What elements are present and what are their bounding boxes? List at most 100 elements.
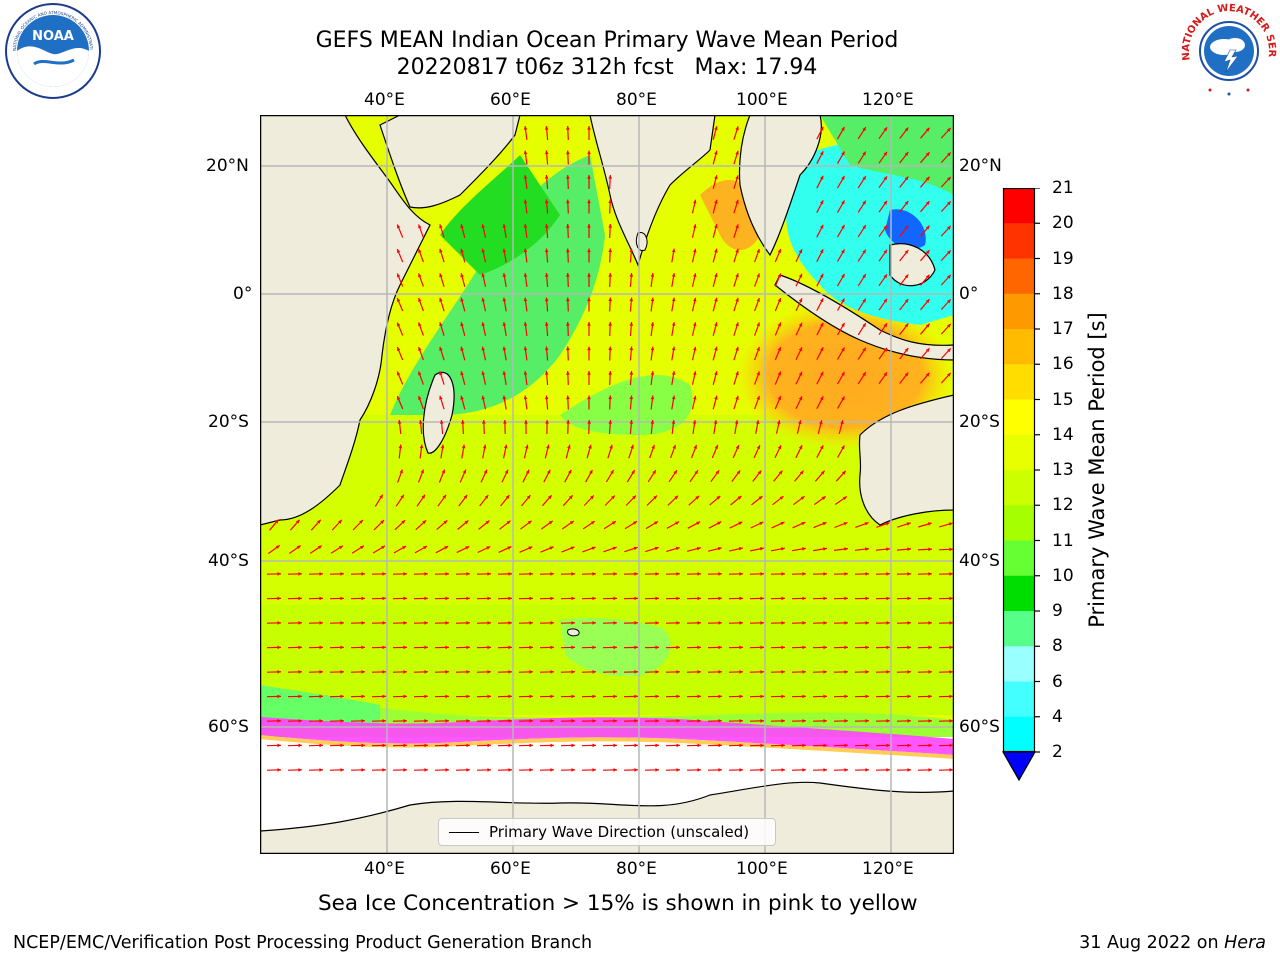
wave-arrow-head [544, 322, 549, 326]
wave-arrow-head [947, 127, 951, 132]
wave-arrow-head [298, 719, 302, 723]
wave-arrow-head [697, 719, 701, 723]
wave-arrow-head [862, 151, 866, 156]
chart-title: GEFS MEAN Indian Ocean Primary Wave Mean… [315, 28, 899, 53]
wave-arrow-head [886, 743, 890, 748]
wave-arrow-head [718, 694, 722, 699]
left-lat-tick: 20°S [208, 412, 249, 432]
wave-arrow-head [319, 670, 323, 674]
wave-arrow-head [714, 297, 718, 302]
india-land [589, 115, 716, 267]
wave-arrow-head [886, 719, 890, 723]
wave-arrow-head [820, 224, 824, 229]
wave-arrow-head [592, 670, 596, 674]
wave-arrow-head [949, 596, 953, 601]
wave-arrow-head [781, 645, 785, 650]
wave-arrow-head [802, 596, 806, 601]
credit-right: 31 Aug 2022 on Hera [1079, 932, 1266, 954]
wave-arrow-head [800, 496, 805, 500]
wave-arrow-head [925, 274, 930, 279]
wave-arrow-head [862, 298, 866, 303]
wave-arrow-head [487, 645, 491, 650]
wave-arrow-head [844, 572, 848, 576]
colorbar-segment [1004, 434, 1034, 471]
wave-arrow-head [340, 743, 344, 748]
wave-arrow-head [568, 495, 573, 500]
wave-arrow-head [676, 694, 680, 699]
colorbar-segment [1004, 646, 1034, 682]
graticule [260, 115, 954, 854]
wave-arrow-head [544, 224, 549, 228]
colorbar-frame [1002, 188, 1036, 753]
wave-arrow-head [798, 371, 803, 376]
wave-arrow-head [904, 225, 909, 230]
wave-arrow-head [403, 768, 407, 772]
wave-arrow-head [508, 572, 512, 576]
wave-arrow-head [439, 322, 443, 327]
wave-arrow-head [676, 768, 680, 772]
wave-arrow-head [735, 273, 739, 278]
colorbar-segment [1004, 681, 1034, 718]
wave-arrow-head [716, 495, 721, 500]
wave-arrow-head [587, 420, 591, 424]
wave-arrow-head [608, 322, 612, 326]
wave-arrow-head [907, 621, 911, 625]
wave-arrow-head [947, 176, 951, 181]
wave-arrow-head [843, 522, 848, 526]
wave-arrow-head [550, 621, 554, 625]
wave-arrow-head [608, 224, 612, 228]
wave-arrow-head [529, 645, 533, 650]
colorbar-segment [1004, 505, 1034, 541]
wave-arrow-head [844, 596, 848, 601]
sri-lanka-land [635, 231, 648, 252]
wave-arrow-head [566, 346, 570, 351]
wave-arrow-head [460, 224, 464, 229]
wave-arrow-head [823, 694, 827, 699]
wave-arrow-head [655, 743, 659, 748]
wave-arrow-head [718, 596, 722, 601]
wave-arrow-head [718, 743, 722, 748]
wave-arrow-head [671, 420, 676, 424]
wave-arrow-head [798, 298, 803, 303]
wave-arrow-head [613, 694, 617, 699]
wave-arrow-head [445, 743, 449, 748]
wave-arrow-head [397, 420, 402, 424]
wave-arrow-head [634, 596, 638, 601]
wave-arrow-head [714, 371, 718, 376]
wave-arrow-head [777, 445, 782, 450]
wave-arrow-head [714, 346, 718, 351]
wave-arrow-head [466, 645, 470, 650]
wave-arrow-head [760, 572, 764, 576]
wave-arrow-head [820, 371, 824, 376]
wave-arrow-head [654, 546, 659, 551]
wave-arrow-head [502, 371, 507, 375]
pacific-green [820, 115, 954, 195]
wave-arrow-head [340, 719, 344, 723]
wave-arrow-head [508, 596, 512, 601]
wave-arrow-head [587, 224, 591, 228]
wave-arrow-head [566, 273, 570, 277]
wave-arrow-head [298, 694, 302, 699]
wave-arrow-head [460, 322, 464, 327]
chart-subtitle: 20220817 t06z 312h fcst Max: 17.94 [396, 55, 818, 80]
wave-arrow-head [925, 250, 930, 254]
wave-arrow-head [629, 297, 634, 302]
wave-arrow-head [736, 470, 741, 475]
wave-arrow-head [697, 694, 701, 699]
wave-arrow-head [567, 444, 571, 449]
wave-arrow-head [445, 645, 449, 650]
wave-arrow-head [735, 126, 739, 131]
wave-arrow-head [570, 546, 575, 550]
wave-arrow-head [802, 645, 806, 650]
wave-arrow-head [566, 371, 570, 375]
wave-arrow-head [907, 719, 911, 723]
wave-arrow-head [550, 719, 554, 723]
wave-arrow-head [608, 175, 612, 179]
wave-arrow-head [862, 249, 866, 254]
wave-arrow-head [590, 495, 594, 500]
wave-arrow-head [671, 248, 676, 253]
colorbar-segment [1004, 258, 1034, 295]
wave-arrow-head [671, 297, 676, 302]
wave-arrow-head [801, 522, 806, 526]
equatorial-green [560, 375, 693, 435]
